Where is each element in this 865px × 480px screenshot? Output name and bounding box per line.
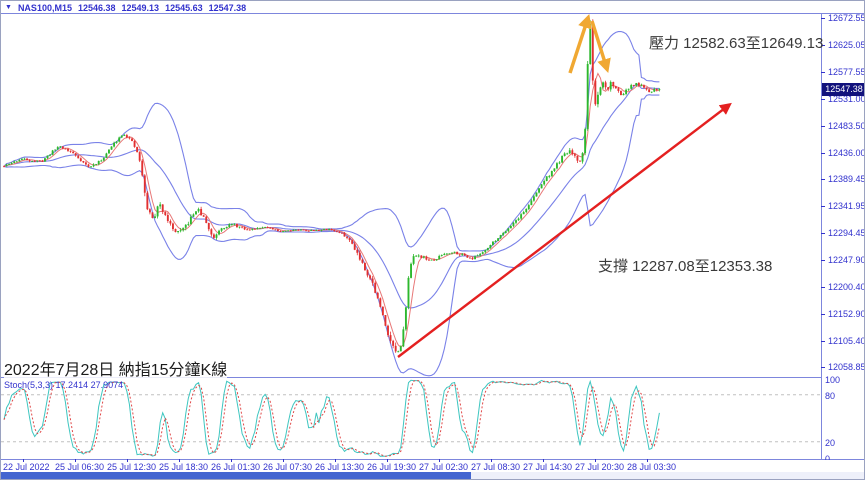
quote-low: 12545.63 [165,2,203,13]
stoch-tick-label: 100 [825,375,841,385]
chevron-down-icon[interactable]: ▼ [5,4,12,11]
moving-average-line [3,72,660,348]
chart-caption: 2022年7月28日 納指15分鐘K線 [4,356,228,380]
price-tick-mark [821,45,825,47]
time-tick-label: 27 Jul 14:30 [523,462,573,472]
time-tick-mark [231,459,232,462]
stoch-lines [3,379,660,457]
price-chart-svg [3,14,732,377]
price-tick-mark [821,125,825,127]
price-tick-mark [821,179,825,181]
time-tick-mark [647,459,648,462]
time-tick-label: 27 Jul 20:30 [575,462,625,472]
price-tick-mark [821,18,825,19]
support-annotation: 支撐 12287.08至12353.38 [598,258,773,275]
time-tick-label: 26 Jul 19:30 [367,462,417,472]
price-tick-label: 12483.50 [828,120,865,131]
price-tick-label: 12058.85 [828,362,865,373]
price-tick-label: 12625.05 [828,40,865,51]
price-tick-label: 12105.40 [828,335,865,346]
price-tick-mark [821,206,825,208]
price-tick-mark [821,233,825,235]
time-tick-mark [23,459,24,462]
price-tick-label: 12577.55 [828,67,865,78]
bottom-bar-right [471,472,864,479]
time-axis: 22 Jul 2022 25 Jul 06:30 25 Jul 12:30 25 Ju… [1,459,864,473]
time-tick-label: 26 Jul 13:30 [315,462,365,472]
time-tick-label: 27 Jul 02:30 [419,462,469,472]
price-tick-mark [821,340,825,342]
drawn-annotations[interactable] [397,14,732,358]
stochastic-svg [1,379,821,457]
price-tick-label: 12294.45 [828,228,865,239]
quote-header: ▼ NAS100,M15 12546.38 12549.13 12545.63 … [5,2,246,13]
stoch-tick-label: 80 [825,390,836,401]
time-tick-mark [387,459,388,462]
price-tick-label: 12200.40 [828,281,865,292]
price-tick-label: 12436.00 [828,147,865,158]
stoch-indicator-label: Stoch(5,3,3) 17.2414 27.9074 [4,380,124,390]
time-tick-mark [179,459,180,462]
bollinger-bands [3,30,660,377]
price-tick-label: 12152.90 [828,308,865,319]
time-tick-label: 26 Jul 07:30 [263,462,313,472]
time-tick-mark [439,459,440,462]
current-price-box: 12547.38 [822,82,864,96]
price-tick-mark [821,152,825,154]
price-tick-mark [821,313,825,315]
stoch-tick-label: 0 [825,453,831,464]
time-tick-mark [595,459,596,462]
time-tick-mark [335,459,336,462]
quote-close: 12547.38 [208,2,247,13]
price-tick-mark [821,286,825,288]
time-tick-label: 25 Jul 12:30 [107,462,157,472]
quote-open: 12546.38 [77,2,116,13]
time-tick-mark [127,459,128,462]
time-tick-label: 25 Jul 06:30 [55,462,105,472]
price-tick-label: 12247.90 [828,254,865,265]
symbol-timeframe-label: NAS100,M15 [17,2,72,13]
time-tick-mark [75,459,76,462]
bottom-bar [1,472,471,479]
price-tick-mark [821,367,825,369]
resistance-annotation: 壓力 12582.63至12649.13 [649,35,824,52]
time-tick-label: 26 Jul 01:30 [211,462,261,472]
price-tick-label: 12531.00 [828,93,865,104]
time-tick-label: 22 Jul 2022 [3,462,50,472]
price-tick-label: 12341.95 [828,201,865,212]
time-tick-mark [543,459,544,462]
stoch-tick-label: 20 [825,437,836,448]
price-tick-label: 12672.55 [828,13,865,23]
price-tick-label: 12389.45 [828,174,865,185]
time-tick-label: 27 Jul 08:30 [471,462,521,472]
price-tick-mark [821,98,825,100]
time-tick-label: 28 Jul 03:30 [627,462,677,472]
candles [3,19,661,353]
time-tick-mark [283,459,284,462]
stoch-level-lines [1,394,821,443]
candlestick-chart-canvas[interactable] [1,14,821,377]
time-tick-label: 25 Jul 18:30 [159,462,209,472]
price-tick-mark [821,259,825,261]
quote-high: 12549.13 [121,2,160,13]
price-tick-mark [821,72,825,74]
stochastic-pane-canvas[interactable] [1,378,821,459]
time-tick-mark [491,459,492,462]
